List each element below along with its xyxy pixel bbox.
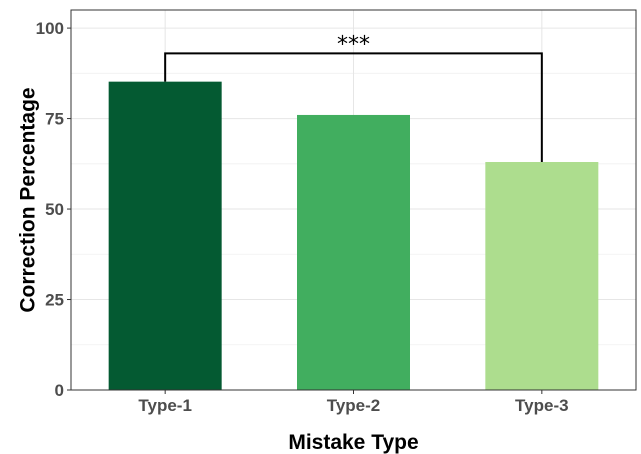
bar-type-2 <box>297 114 410 390</box>
x-tick-label: Type-1 <box>138 396 192 415</box>
y-axis-title: Correction Percentage <box>16 87 39 312</box>
x-axis-title: Mistake Type <box>288 431 418 454</box>
x-axis-ticks: Type-1 Type-2 Type-3 <box>138 390 569 415</box>
significance-bracket-group: *** <box>164 32 543 162</box>
bar-type-1 <box>108 81 222 391</box>
bar-type-3 <box>485 162 599 390</box>
y-tick-label: 25 <box>45 291 64 310</box>
significance-label: *** <box>337 32 370 57</box>
x-tick-label: Type-2 <box>327 396 381 415</box>
y-axis-ticks: 0 25 50 75 100 <box>36 19 71 400</box>
y-tick-label: 75 <box>45 110 64 129</box>
significance-bracket <box>164 52 543 162</box>
x-tick-label: Type-3 <box>515 396 569 415</box>
y-tick-label: 100 <box>36 19 64 38</box>
bars <box>108 81 599 391</box>
y-tick-label: 0 <box>55 381 64 400</box>
y-tick-label: 50 <box>45 200 64 219</box>
